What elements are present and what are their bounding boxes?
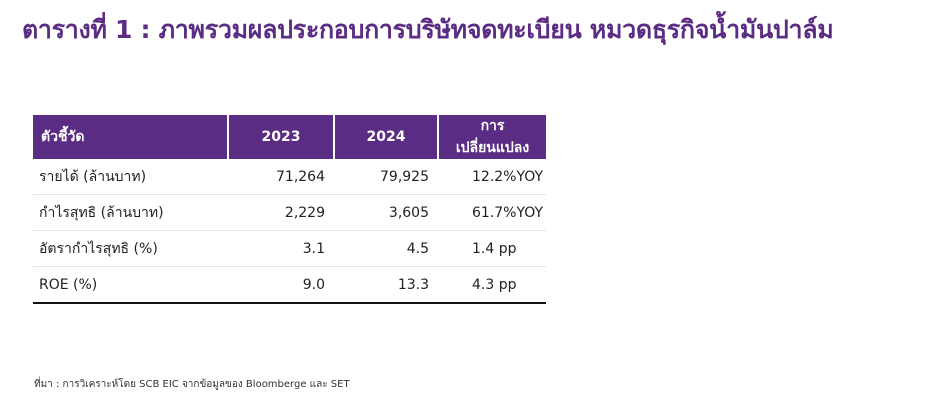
value-change: 12.2%YOY [472, 168, 544, 185]
source-note: ที่มา : การวิเคราะห์โดย SCB EIC จากข้อมู… [34, 379, 350, 390]
row-label: ROE (%) [33, 266, 228, 304]
header-2024: 2024 [334, 115, 439, 159]
value-change: 61.7%YOY [438, 194, 546, 231]
header-metric: ตัวชี้วัด [33, 115, 229, 159]
page-title: ตารางที่ 1 : ภาพรวมผลประกอบการบริษัทจดทะ… [22, 15, 834, 44]
value-2024: 3,605 [334, 194, 438, 231]
results-table: ตัวชี้วัด 2023 2024 การเปลี่ยนแปลง รายได… [33, 115, 546, 304]
row-label: กำไรสุทธิ (ล้านบาท) [33, 194, 228, 231]
table-row: กำไรสุทธิ (ล้านบาท) 2,229 3,605 61.7%YOY [33, 194, 546, 231]
value-2024: 4.5 [334, 230, 438, 267]
row-label: รายได้ (ล้านบาท) [39, 168, 147, 185]
header-2023: 2023 [228, 115, 335, 159]
table-row: อัตรากำไรสุทธิ (%) 3.1 4.5 1.4 pp [33, 230, 546, 267]
value-change: 4.3 pp [438, 266, 546, 304]
table-header: ตัวชี้วัด 2023 2024 การเปลี่ยนแปลง [33, 115, 546, 159]
table-body: รายได้ (ล้านบาท) 71,264 79,925 12.2%YOY … [33, 159, 546, 304]
row-label: อัตรากำไรสุทธิ (%) [33, 230, 228, 267]
value-2023: 71,264 [276, 168, 325, 185]
header-change: การเปลี่ยนแปลง [438, 115, 546, 159]
value-2023: 9.0 [228, 266, 334, 304]
value-2023: 2,229 [228, 194, 334, 231]
value-change: 1.4 pp [438, 230, 546, 267]
table-row: ROE (%) 9.0 13.3 4.3 pp [33, 266, 546, 304]
table-row: รายได้ (ล้านบาท) 71,264 79,925 12.2%YOY [33, 159, 546, 195]
value-2024: 13.3 [334, 266, 438, 304]
value-2023: 3.1 [228, 230, 334, 267]
header-row: ตัวชี้วัด 2023 2024 การเปลี่ยนแปลง [33, 115, 546, 159]
value-2024: 79,925 [380, 168, 429, 185]
